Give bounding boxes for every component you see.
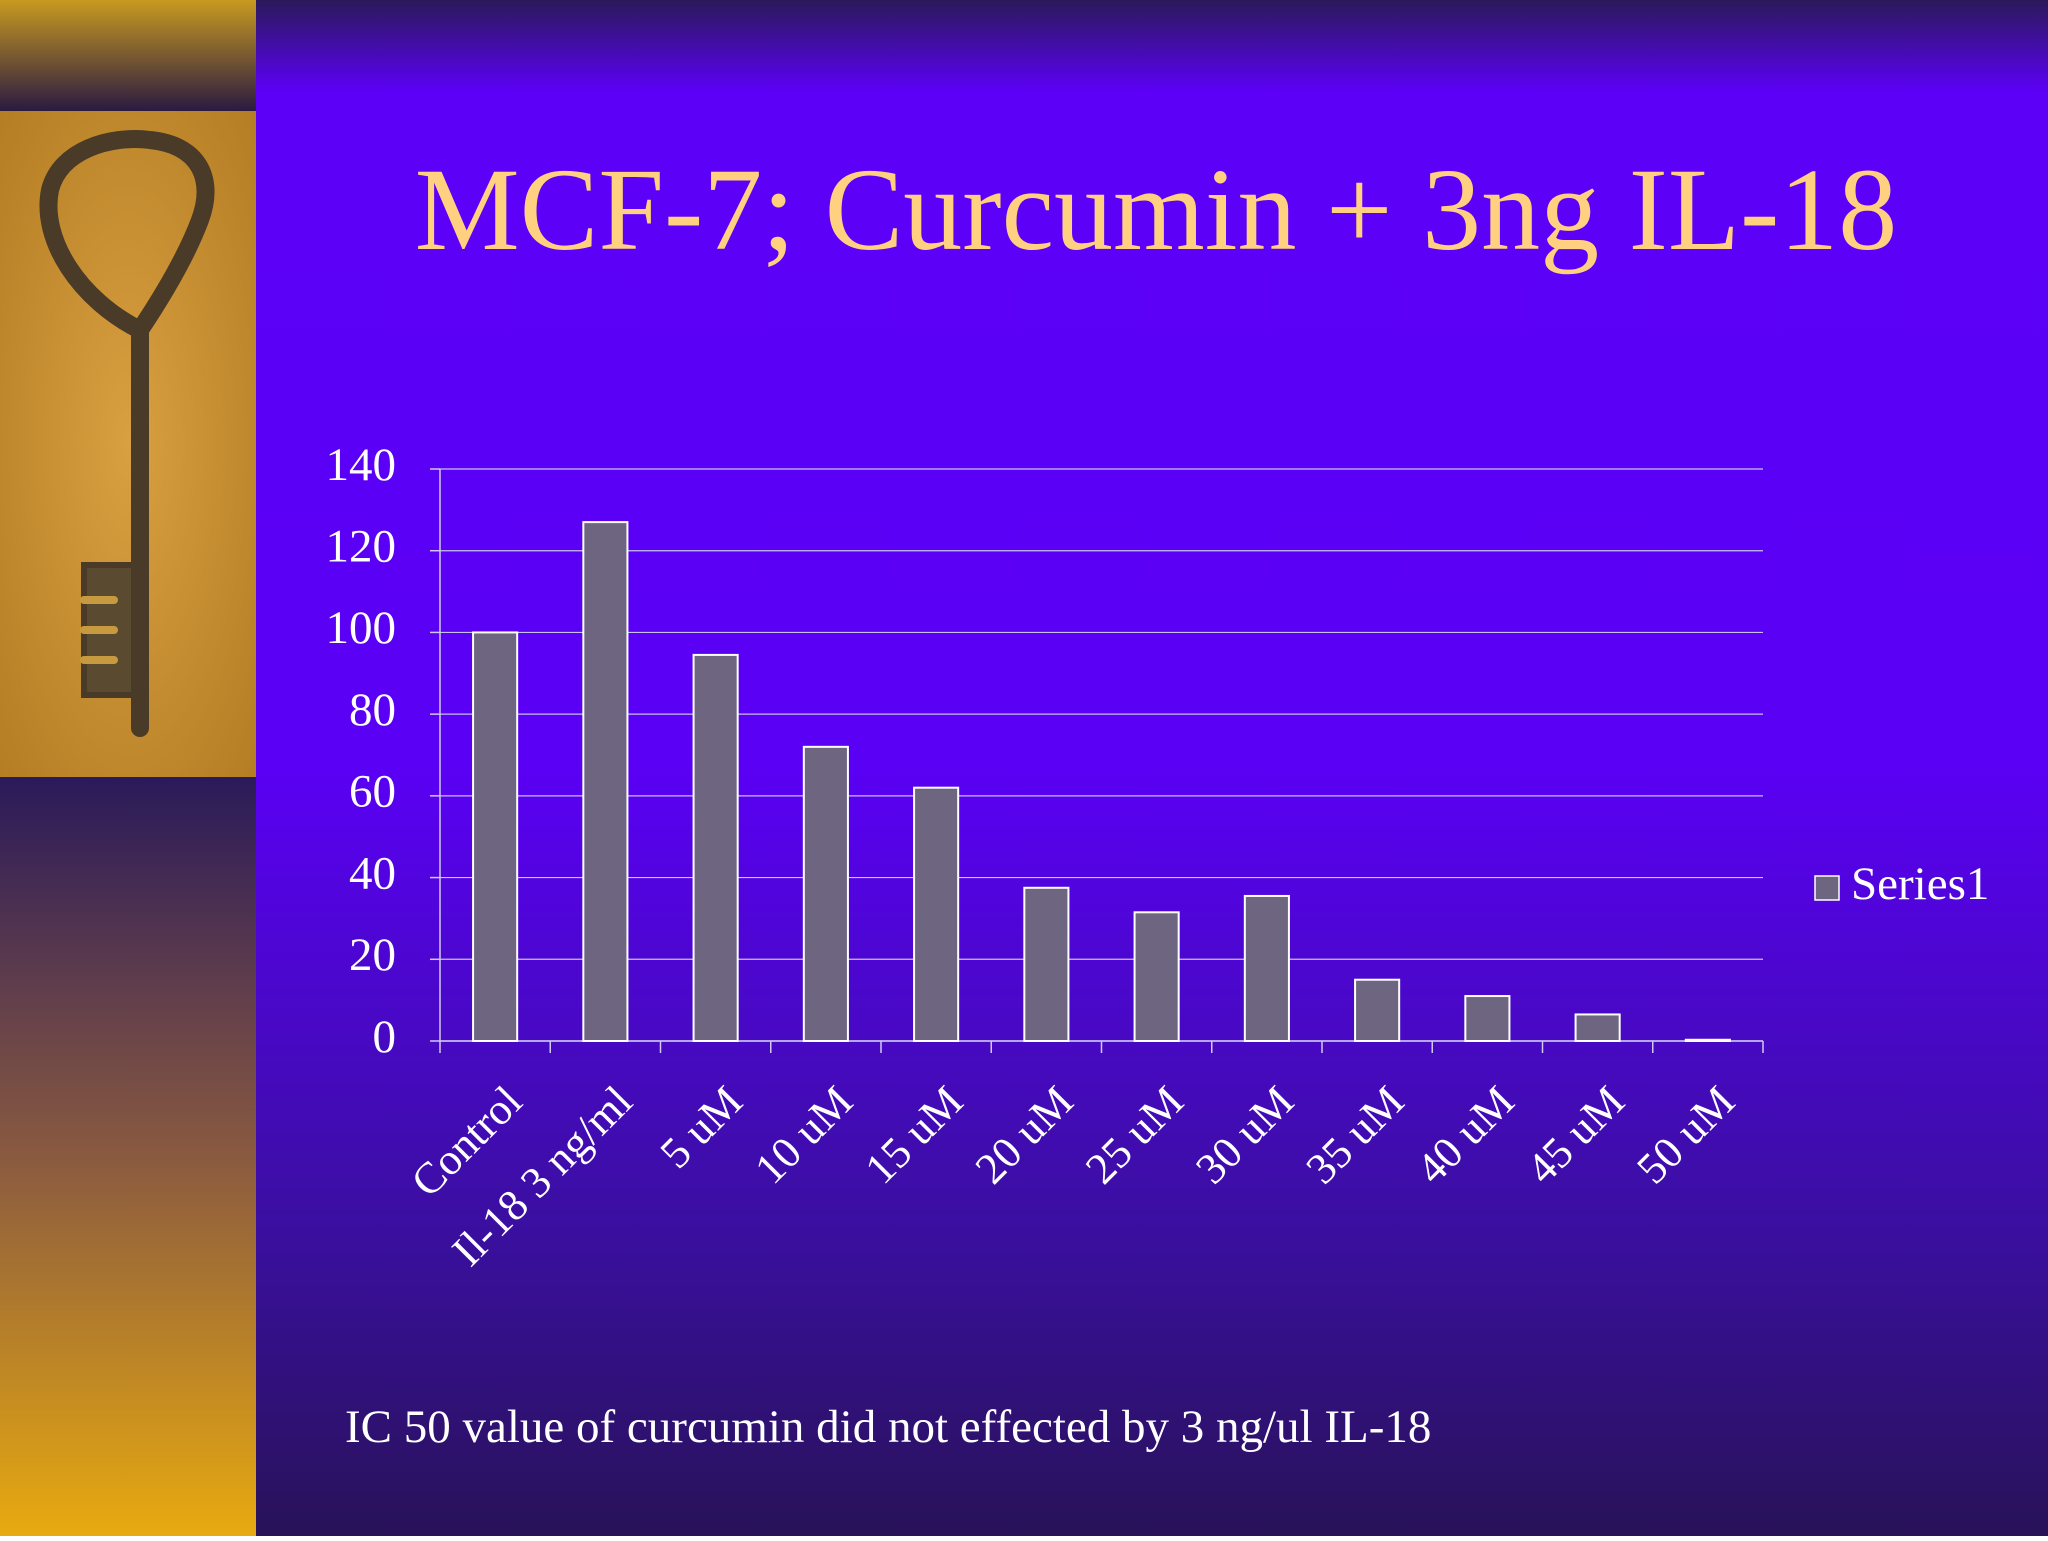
y-tick-label: 60 — [349, 766, 396, 818]
bar — [1023, 886, 1070, 1042]
bar — [582, 521, 629, 1042]
annotation: IC 50 value of curcumin did not effected… — [345, 1401, 1431, 1453]
bar — [472, 631, 519, 1043]
y-tick-label: 0 — [373, 1011, 397, 1063]
bar — [1464, 995, 1511, 1042]
bar — [913, 786, 960, 1043]
bar — [1684, 1038, 1731, 1043]
bar — [802, 745, 849, 1042]
strip-bottom — [0, 777, 256, 1536]
y-tick-label: 100 — [326, 602, 397, 654]
y-tick-label: 40 — [349, 847, 396, 899]
legend-label: Series1 — [1851, 858, 1989, 910]
y-tick-label: 140 — [326, 439, 397, 491]
bar — [1243, 894, 1290, 1043]
bar — [1354, 978, 1401, 1043]
key — [39, 130, 215, 737]
strip-top — [0, 0, 256, 111]
y-tick-label: 20 — [349, 929, 396, 981]
legend-swatch — [1814, 875, 1840, 901]
bar — [692, 653, 739, 1043]
y-tick-label: 80 — [349, 684, 396, 736]
bar — [1574, 1013, 1621, 1043]
y-tick-label: 120 — [326, 520, 397, 572]
chart-title: MCF-7; Curcumin + 3ng IL-18 — [415, 144, 1898, 275]
bar — [1133, 911, 1180, 1042]
